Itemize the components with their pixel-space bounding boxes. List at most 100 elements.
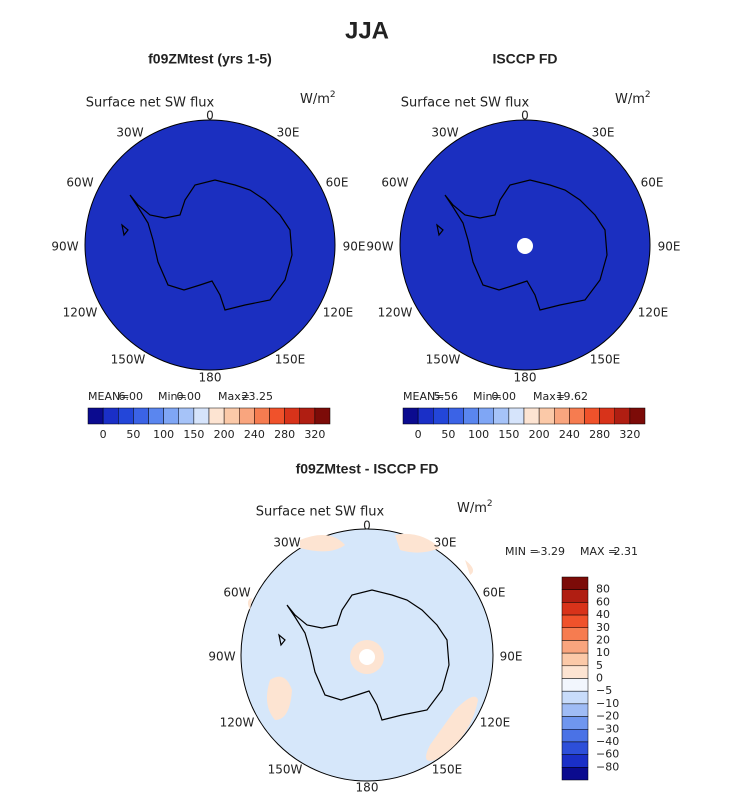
- stat-value: 5.56: [434, 390, 459, 403]
- stat-label: Max=: [533, 390, 565, 403]
- units-base: W/m: [457, 501, 487, 516]
- positive-region: [247, 533, 478, 761]
- colorbar-box: [87, 407, 104, 425]
- colorbar-box: [561, 754, 589, 768]
- stat-label: Max=: [218, 390, 250, 403]
- units-base: W/m: [615, 92, 645, 107]
- colorbar-box: [629, 407, 646, 425]
- stat-value: 0.00: [177, 390, 202, 403]
- longitude-label: 180: [199, 371, 222, 385]
- colorbar-box: [538, 407, 555, 425]
- colorbar-box: [569, 407, 585, 425]
- longitude-label: 90E: [343, 240, 366, 254]
- units-label: W/m2: [615, 90, 651, 107]
- colorbar-label: −20: [596, 710, 619, 723]
- stat-label: MAX =: [580, 545, 617, 558]
- units-label: W/m2: [457, 499, 493, 516]
- stat-label: MIN =: [505, 545, 539, 558]
- units-exponent: 2: [645, 90, 651, 100]
- units-label: W/m2: [300, 90, 336, 107]
- colorbar-box: [284, 407, 300, 425]
- colorbar-box: [523, 407, 540, 425]
- colorbar-label: 0: [596, 672, 603, 685]
- stat-value: 19.62: [557, 390, 589, 403]
- longitude-label: 150W: [268, 763, 303, 777]
- longitude-label: 30E: [434, 536, 457, 550]
- colorbar-label: 240: [559, 428, 580, 441]
- longitude-label: 120E: [323, 306, 354, 320]
- panel-title: f09ZMtest (yrs 1-5): [148, 51, 272, 67]
- colorbar-box: [208, 407, 225, 425]
- panel-title: ISCCP FD: [492, 51, 557, 67]
- longitude-label: 0: [206, 109, 214, 123]
- colorbar-label: 0: [415, 428, 422, 441]
- longitude-label: 60W: [381, 176, 408, 190]
- colorbar-box: [599, 407, 615, 425]
- colorbar-box: [561, 741, 589, 755]
- panel-title: f09ZMtest - ISCCP FD: [296, 461, 439, 477]
- map-panel: [240, 528, 494, 782]
- missing-data: [517, 238, 533, 254]
- colorbar-box: [584, 407, 600, 425]
- colorbar-label: 100: [153, 428, 174, 441]
- colorbar-box: [299, 407, 316, 425]
- colorbar-box: [433, 407, 449, 425]
- colorbar-label: 200: [214, 428, 235, 441]
- colorbar-box: [254, 407, 270, 425]
- colorbar-box: [133, 407, 149, 425]
- stat-label: Min=: [473, 390, 502, 403]
- longitude-label: 120W: [63, 306, 98, 320]
- missing-data: [359, 649, 375, 665]
- colorbar-box: [561, 652, 589, 667]
- longitude-label: 30E: [592, 126, 615, 140]
- longitude-label: 0: [521, 109, 529, 123]
- colorbar-box: [561, 678, 589, 692]
- colorbar-box: [561, 716, 589, 730]
- colorbar-label: −30: [596, 722, 619, 735]
- colorbar-box: [614, 407, 631, 425]
- colorbar-label: 80: [596, 583, 610, 596]
- colorbar-label: 280: [274, 428, 295, 441]
- map-panel: [84, 119, 336, 371]
- colorbar-box: [223, 407, 240, 425]
- colorbar-label: 0: [100, 428, 107, 441]
- stat-value: 6.00: [119, 390, 144, 403]
- colorbar-box: [118, 407, 134, 425]
- longitude-label: 0: [363, 519, 371, 533]
- colorbar-box: [417, 407, 434, 425]
- colorbar-box: [402, 407, 419, 425]
- colorbar-label: 200: [529, 428, 550, 441]
- colorbar-label: 280: [589, 428, 610, 441]
- colorbar-label: 320: [304, 428, 325, 441]
- colorbar-box: [561, 690, 589, 705]
- colorbar-box: [561, 627, 589, 641]
- colorbar-box: [148, 407, 164, 425]
- colorbar-box: [561, 602, 589, 616]
- longitude-label: 120E: [480, 716, 511, 730]
- longitude-label: 180: [356, 781, 379, 795]
- colorbar-box: [163, 407, 179, 425]
- colorbar-label: 20: [596, 633, 610, 646]
- colorbar-box: [508, 407, 525, 425]
- longitude-label: 180: [514, 371, 537, 385]
- colorbar-box: [239, 407, 255, 425]
- colorbar-label: 240: [244, 428, 265, 441]
- longitude-label: 150E: [275, 353, 306, 367]
- colorbar-label: 320: [619, 428, 640, 441]
- colorbar-box: [478, 407, 494, 425]
- longitude-label: 30W: [116, 126, 143, 140]
- colorbar-box: [269, 407, 285, 425]
- colorbar-label: 50: [441, 428, 455, 441]
- longitude-label: 90W: [208, 650, 235, 664]
- stat-label: Min=: [158, 390, 187, 403]
- longitude-label: 30E: [277, 126, 300, 140]
- colorbar-label: −60: [596, 748, 619, 761]
- variable-label: Surface net SW flux: [401, 96, 530, 111]
- longitude-label: 150E: [590, 353, 621, 367]
- colorbar-label: 30: [596, 621, 610, 634]
- colorbar-label: −40: [596, 735, 619, 748]
- colorbar-label: 150: [498, 428, 519, 441]
- longitude-label: 90W: [366, 240, 393, 254]
- colorbar-box: [463, 407, 479, 425]
